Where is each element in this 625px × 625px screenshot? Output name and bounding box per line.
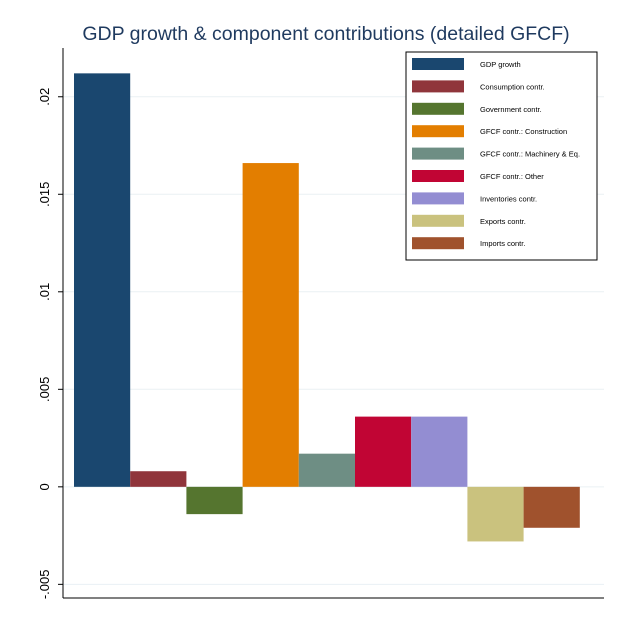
y-tick-label: 0 — [37, 483, 52, 490]
y-tick-label: .005 — [37, 377, 52, 402]
legend-label: Imports contr. — [480, 239, 525, 248]
legend-swatch — [412, 80, 464, 93]
legend-label: Consumption contr. — [480, 82, 545, 91]
bar-layer — [74, 73, 580, 542]
bar-2 — [130, 471, 187, 487]
y-tick-label: .02 — [37, 88, 52, 106]
bar-4 — [242, 163, 299, 487]
legend-swatch — [412, 125, 464, 138]
legend-swatch — [412, 147, 464, 160]
legend-label: GFCF contr.: Construction — [480, 127, 567, 136]
legend-label: GDP growth — [480, 60, 521, 69]
legend-label: GFCF contr.: Machinery & Eq. — [480, 150, 580, 159]
legend-swatch — [412, 58, 464, 70]
legend: GDP growth Consumption contr. Government c… — [405, 51, 598, 261]
legend-label: Inventories contr. — [480, 194, 537, 203]
y-tick-label: -.005 — [37, 570, 52, 600]
legend-swatch — [412, 237, 464, 250]
legend-swatch — [412, 170, 464, 182]
bar-5 — [298, 453, 355, 487]
legend-swatch — [412, 102, 464, 115]
legend-label: Government contr. — [480, 105, 542, 114]
bar-3 — [186, 486, 243, 515]
legend-label: GFCF contr.: Other — [480, 172, 544, 181]
axis-layer — [62, 48, 604, 599]
bar-7 — [411, 416, 468, 487]
legend-label: Exports contr. — [480, 217, 526, 226]
chart-title: GDP growth & component contributions (de… — [82, 23, 569, 45]
y-tick-label: .015 — [37, 182, 52, 207]
bar-9 — [523, 486, 580, 528]
tick-layer: -.005 0 .005 .01 .015 .02 — [37, 88, 63, 599]
bar-6 — [355, 416, 412, 487]
legend-swatch — [412, 214, 464, 227]
bar-1 — [74, 73, 131, 487]
y-tick-label: .01 — [37, 283, 52, 301]
legend-swatch — [412, 192, 464, 205]
bar-8 — [467, 486, 524, 542]
